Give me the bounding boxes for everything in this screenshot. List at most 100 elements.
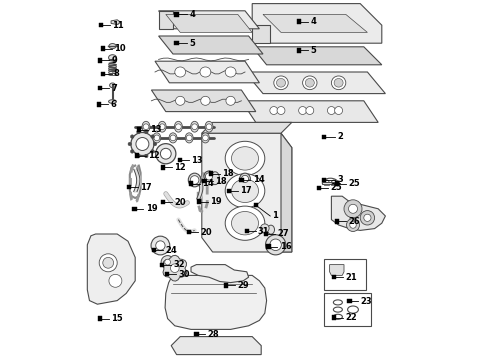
Bar [254, 203, 258, 207]
Ellipse shape [174, 121, 182, 132]
Polygon shape [166, 14, 252, 32]
Circle shape [153, 142, 157, 146]
Circle shape [186, 135, 192, 141]
Polygon shape [242, 101, 378, 122]
Text: 18: 18 [216, 177, 227, 186]
Ellipse shape [335, 107, 343, 114]
Circle shape [348, 204, 358, 213]
Polygon shape [331, 196, 386, 230]
Circle shape [170, 135, 176, 141]
Text: 20: 20 [200, 228, 212, 237]
Circle shape [192, 124, 197, 130]
Bar [98, 86, 102, 90]
FancyBboxPatch shape [324, 259, 366, 290]
Bar [297, 19, 301, 24]
Bar [97, 102, 101, 107]
Ellipse shape [226, 96, 235, 105]
Bar [152, 248, 156, 252]
Text: 30: 30 [178, 270, 190, 279]
Bar [227, 189, 231, 193]
Text: 1: 1 [272, 211, 278, 220]
Ellipse shape [240, 173, 250, 185]
Text: 27: 27 [277, 230, 289, 239]
Bar [209, 171, 213, 176]
Circle shape [266, 235, 286, 255]
Ellipse shape [201, 133, 209, 143]
Polygon shape [151, 90, 256, 112]
Ellipse shape [270, 107, 278, 114]
Bar [178, 158, 182, 162]
Text: 17: 17 [240, 186, 251, 195]
Bar [347, 299, 351, 303]
Bar [135, 153, 139, 158]
Circle shape [130, 150, 134, 153]
Bar [335, 219, 339, 224]
Text: 25: 25 [330, 184, 342, 192]
Ellipse shape [142, 121, 150, 132]
Ellipse shape [204, 171, 214, 182]
Circle shape [346, 219, 360, 231]
Circle shape [161, 256, 174, 269]
FancyBboxPatch shape [324, 293, 371, 326]
Bar [202, 179, 206, 183]
Polygon shape [252, 25, 270, 43]
Bar [100, 46, 105, 51]
Circle shape [128, 142, 132, 146]
Ellipse shape [175, 96, 185, 105]
Text: 20: 20 [174, 198, 186, 207]
Polygon shape [322, 182, 339, 184]
Ellipse shape [109, 44, 116, 49]
Circle shape [171, 264, 179, 273]
Circle shape [151, 135, 154, 138]
Bar [137, 127, 141, 132]
Polygon shape [252, 47, 382, 65]
Circle shape [145, 130, 148, 134]
Ellipse shape [306, 107, 314, 114]
Text: 11: 11 [112, 21, 124, 30]
Circle shape [261, 224, 269, 233]
Text: 8: 8 [114, 69, 120, 78]
Polygon shape [159, 11, 173, 29]
Ellipse shape [109, 55, 117, 60]
Bar [322, 135, 326, 139]
Bar [322, 178, 326, 182]
Polygon shape [202, 122, 292, 133]
Ellipse shape [109, 100, 117, 103]
Bar [174, 12, 179, 17]
Circle shape [344, 200, 362, 218]
Text: 28: 28 [208, 330, 219, 338]
Ellipse shape [200, 67, 211, 77]
Bar [132, 207, 137, 211]
Polygon shape [171, 337, 261, 355]
Text: 15: 15 [111, 314, 123, 323]
Bar [126, 185, 131, 189]
Ellipse shape [175, 67, 186, 77]
Ellipse shape [277, 107, 285, 114]
Text: 13: 13 [150, 125, 162, 134]
Bar [161, 165, 165, 170]
Bar [99, 23, 103, 27]
Circle shape [103, 257, 114, 268]
Polygon shape [87, 234, 135, 304]
Ellipse shape [205, 121, 213, 132]
Ellipse shape [201, 96, 210, 105]
Text: 4: 4 [310, 17, 316, 26]
Circle shape [137, 130, 140, 134]
Polygon shape [330, 265, 344, 275]
Circle shape [136, 138, 149, 150]
Ellipse shape [188, 173, 201, 187]
Text: 24: 24 [166, 246, 177, 255]
Text: 17: 17 [140, 183, 151, 192]
Circle shape [159, 124, 165, 130]
Ellipse shape [231, 211, 259, 235]
Bar [187, 230, 192, 234]
Bar [98, 316, 102, 321]
Polygon shape [281, 133, 292, 252]
Ellipse shape [276, 78, 286, 87]
Circle shape [160, 148, 171, 159]
Circle shape [109, 274, 122, 287]
Ellipse shape [169, 133, 177, 143]
Ellipse shape [231, 179, 259, 202]
Ellipse shape [225, 141, 265, 175]
Ellipse shape [274, 76, 288, 90]
